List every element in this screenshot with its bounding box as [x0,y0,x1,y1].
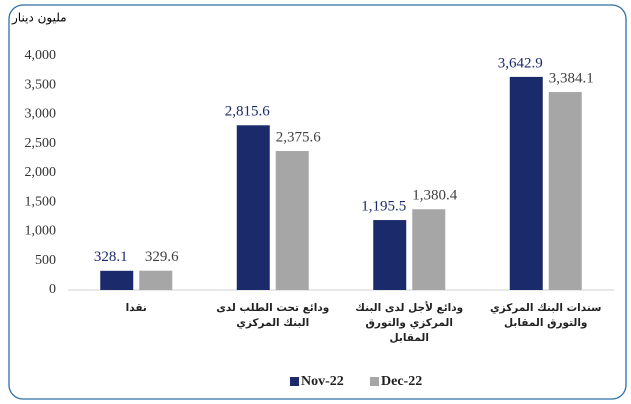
value-label: 328.1 [94,249,128,265]
y-tick-label: 2,500 [25,136,57,151]
bar [100,270,134,290]
bar [373,220,407,290]
legend-label: Nov-22 [301,374,344,389]
legend-label: Dec-22 [381,374,422,389]
bar [275,151,309,290]
y-tick-label: 3,000 [25,107,57,122]
bar [509,76,543,290]
value-label: 2,815.6 [225,104,271,120]
value-label: 3,642.9 [498,55,543,71]
y-tick-label: 500 [35,253,56,268]
bar [139,270,173,290]
frame [8,4,627,400]
y-tick-label: 4,000 [25,48,57,63]
x-tick-label: نقدا [125,302,147,314]
y-tick-label: 3,500 [25,77,57,92]
y-tick-label: 2,000 [25,165,57,180]
value-label: 1,380.4 [412,188,458,204]
y-tick-label: 1,500 [25,194,57,209]
x-tick-label: ودائع تحت الطلب لدى البنك المركزي [216,302,330,329]
bar [548,92,582,290]
y-tick-label: 0 [49,282,56,297]
x-tick-label: سندات البنك المركزي والتورق المقابل [490,302,602,329]
bar [412,209,446,290]
legend-swatch [370,377,379,386]
y-tick-label: 1,000 [25,224,57,239]
bar [236,125,270,290]
y-axis-label: مليون دينار [11,11,67,26]
legend-swatch [290,377,299,386]
value-label: 329.6 [145,249,179,265]
value-label: 2,375.6 [276,129,322,145]
value-label: 1,195.5 [361,199,406,215]
x-tick-label: ودائع لأجل لدى البنك المركزي والتورق الم… [355,302,464,344]
value-label: 3,384.1 [549,70,594,86]
